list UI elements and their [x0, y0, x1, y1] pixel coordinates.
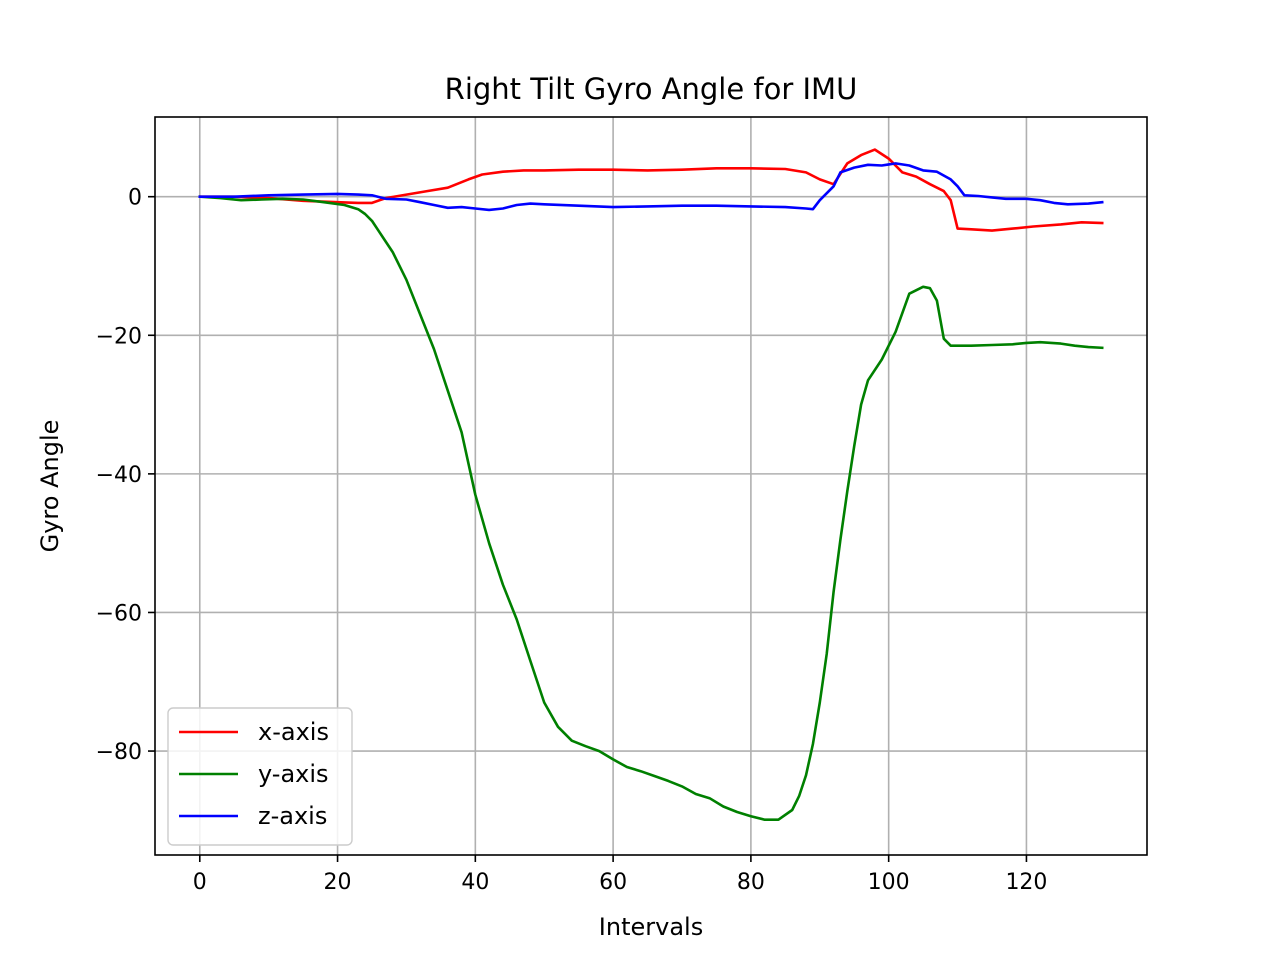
legend-label: z-axis — [258, 802, 327, 830]
y-tick-label: −60 — [96, 601, 142, 626]
x-tick-label: 100 — [868, 870, 910, 895]
chart-title: Right Tilt Gyro Angle for IMU — [445, 72, 858, 106]
legend-box — [167, 707, 353, 846]
series-line-z-axis — [198, 162, 1104, 212]
x-axis-title: Intervals — [599, 913, 703, 941]
y-tick-label: −40 — [96, 463, 142, 488]
x-tick-label: 80 — [737, 870, 765, 895]
x-tick-label: 60 — [599, 870, 627, 895]
y-tick-label: −80 — [96, 740, 142, 765]
plot-area-frame — [154, 116, 1148, 856]
x-tick-label: 120 — [1005, 870, 1047, 895]
x-tick-label: 20 — [324, 870, 352, 895]
grid — [155, 117, 1147, 855]
series-lines — [198, 148, 1104, 821]
legend-label: x-axis — [258, 718, 329, 746]
y-axis-title: Gyro Angle — [36, 420, 64, 553]
y-tick-label: 0 — [128, 186, 142, 211]
legend-label: y-axis — [258, 760, 329, 788]
x-tick-label: 0 — [193, 870, 207, 895]
legend: x-axis y-axis z-axis — [167, 707, 353, 846]
y-axis-ticks: 0 −20 −40 −60 −80 — [96, 186, 155, 765]
x-tick-label: 40 — [461, 870, 489, 895]
x-axis-ticks: 0 20 40 60 80 100 120 — [193, 855, 1047, 895]
y-tick-label: −20 — [96, 324, 142, 349]
series-line-y-axis — [198, 195, 1104, 821]
